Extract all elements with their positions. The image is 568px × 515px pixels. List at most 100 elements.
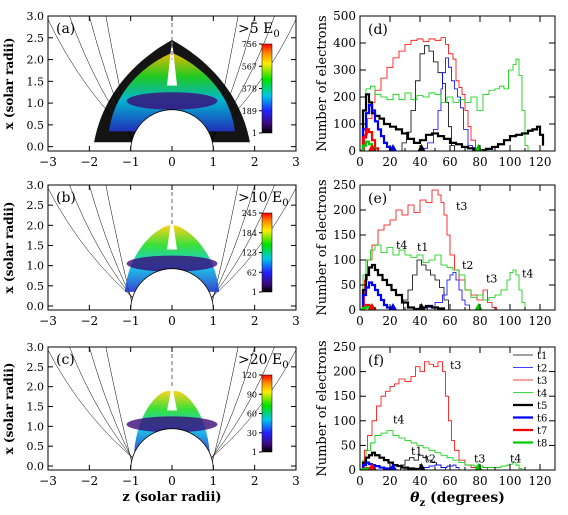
x-tick-label: 0	[168, 155, 176, 169]
annotation: t2	[425, 453, 436, 466]
x-tick-label: 0	[356, 155, 364, 169]
panel-label: (e)	[368, 191, 387, 207]
annotation: t3	[450, 359, 461, 372]
colorbar	[261, 374, 273, 453]
y-tick-label: 0.5	[27, 119, 45, 132]
panel-label: (d)	[368, 22, 388, 38]
y-tick-label: 2.5	[27, 361, 45, 374]
x-tick-label: 120	[529, 155, 552, 169]
y-axis-label: x (solar radii)	[2, 202, 16, 294]
heatmap-panel-a: −3 −2 −1 0 1 2 3 0.0 0.5 1.0 1.5 2.0 2.5 3.0 x (solar …	[2, 10, 300, 169]
y-tick-label: 0.0	[27, 141, 45, 154]
x-tick-label: −1	[122, 155, 140, 169]
x-label-suffix: (degrees)	[425, 490, 505, 506]
colorbar-tick-label: 120	[242, 371, 257, 380]
x-tick-label: 100	[499, 155, 522, 169]
angle-marker	[417, 144, 426, 151]
x-tick-label: 1	[210, 155, 218, 169]
x-tick-label: −2	[80, 314, 98, 328]
series-t5	[360, 263, 446, 310]
y-tick-label: 0	[348, 303, 356, 317]
series-t4	[360, 244, 526, 310]
x-tick-label: 100	[499, 474, 522, 488]
x-tick-label: 0	[356, 474, 364, 488]
annotation: t3	[486, 273, 497, 286]
y-axis-label: Number of electrons	[315, 15, 330, 151]
x-tick-label: 20	[382, 155, 397, 169]
x-tick-label: −3	[39, 155, 57, 169]
y-tick-label: 100	[333, 253, 356, 267]
angle-marker	[389, 303, 397, 310]
y-tick-label: 2.0	[27, 381, 45, 394]
legend-label: t1	[537, 351, 547, 362]
field-line	[201, 349, 296, 467]
field-line	[48, 187, 143, 307]
colorbar-tick-label: 90	[247, 390, 257, 399]
y-tick-label: 1.0	[27, 97, 45, 110]
x-tick-label: −2	[80, 474, 98, 488]
sun-disk	[130, 428, 214, 470]
y-tick-label: 0.5	[27, 440, 45, 453]
y-tick-label: 300	[333, 63, 356, 77]
series-t5	[360, 451, 422, 470]
x-tick-label: 0	[168, 314, 176, 328]
y-tick-label: 250	[333, 340, 356, 354]
x-tick-label: 2	[251, 314, 259, 328]
plot-area-a	[48, 16, 296, 151]
y-tick-label: 0.0	[27, 300, 45, 313]
y-tick-label: 150	[333, 228, 356, 242]
legend-label: t2	[537, 364, 547, 375]
plot-frame-f	[359, 346, 556, 471]
series-t2	[417, 57, 473, 151]
series-t6	[360, 104, 396, 151]
colorbar-tick-label: 1	[252, 288, 257, 297]
angle-marker	[474, 303, 483, 310]
plot-area-b	[48, 185, 296, 310]
colorbar-tick-label: 245	[242, 209, 257, 218]
series-t2	[420, 272, 470, 310]
y-tick-label: 2.0	[27, 219, 45, 232]
field-line	[105, 347, 133, 467]
x-tick-label: −3	[39, 474, 57, 488]
annotation: t4	[510, 453, 521, 466]
y-axis-label: Number of electrons	[315, 179, 330, 315]
colorbar-tick-label: 62	[247, 268, 257, 277]
central-stalk	[167, 384, 177, 411]
y-tick-label: 1.0	[27, 420, 45, 433]
legend-label: t8	[537, 439, 547, 450]
angle-marker	[389, 463, 397, 470]
colorbar-tick-label: 184	[242, 229, 257, 238]
colorbar-tick-label: 189	[242, 107, 257, 116]
energy-subscript: 0	[282, 198, 288, 209]
sun-disk	[130, 268, 214, 310]
legend-label: t5	[537, 401, 547, 412]
y-tick-label: 200	[333, 365, 356, 379]
y-tick-label: 0	[348, 144, 356, 158]
colorbar-tick-label: 1	[252, 448, 257, 457]
x-tick-label: 0	[356, 314, 364, 328]
colorbar	[261, 43, 273, 134]
energy-label: >20 E0	[238, 352, 289, 371]
x-tick-label: 20	[382, 314, 397, 328]
annotation: t3	[456, 200, 467, 213]
x-tick-label: 40	[412, 155, 427, 169]
x-tick-label: 60	[442, 155, 457, 169]
x-tick-label: 2	[251, 155, 259, 169]
x-tick-label: −3	[39, 314, 57, 328]
y-tick-label: 1.5	[27, 239, 45, 252]
colorbar-tick-label: 30	[247, 429, 257, 438]
y-tick-label: 1.5	[27, 401, 45, 414]
energy-label: >5 E0	[238, 21, 280, 40]
angle-marker	[368, 144, 376, 151]
colorbar-tick-label: 60	[247, 410, 257, 419]
series-t1	[399, 45, 455, 151]
y-tick-label: 400	[333, 36, 356, 50]
y-tick-label: 3.0	[27, 10, 45, 23]
field-line	[48, 349, 143, 467]
series-t4	[360, 58, 529, 151]
annotation: t2	[462, 259, 473, 272]
x-tick-label: 2	[251, 474, 259, 488]
energy-subscript: 0	[273, 29, 279, 40]
